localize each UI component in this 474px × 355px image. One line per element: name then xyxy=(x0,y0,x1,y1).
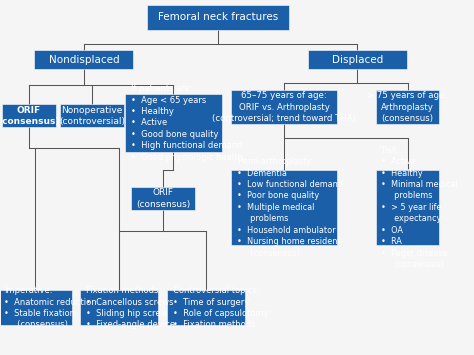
Text: ORIF
(consensus): ORIF (consensus) xyxy=(0,106,59,126)
Text: THA:
•  Active
•  Healthy
•  Minimal medical
     problems
•  > 5 year life
    : THA: • Active • Healthy • Minimal medica… xyxy=(382,146,458,269)
FancyBboxPatch shape xyxy=(231,90,337,124)
FancyBboxPatch shape xyxy=(1,104,56,127)
Text: Femoral neck fractures: Femoral neck fractures xyxy=(158,12,278,22)
FancyBboxPatch shape xyxy=(80,290,158,326)
FancyBboxPatch shape xyxy=(147,5,289,29)
Text: Controversial topics:
•  Time of surgery
•  Role of capsulotomy
•  Fixation meth: Controversial topics: • Time of surgery … xyxy=(173,286,269,329)
Text: Hemi-arthroplasty:
•  Dementia
•  Low functional demand
•  Poor bone quality
•  : Hemi-arthroplasty: • Dementia • Low func… xyxy=(237,157,343,258)
Text: Nonoperative
(controversial): Nonoperative (controversial) xyxy=(59,106,125,126)
Text: 65–75 years of age:
ORIF vs. Arthroplasty
(controversial; trend toward THA): 65–75 years of age: ORIF vs. Arthroplast… xyxy=(212,91,356,123)
FancyBboxPatch shape xyxy=(231,170,337,245)
Text: ORIF
(consensus): ORIF (consensus) xyxy=(136,189,190,209)
FancyBboxPatch shape xyxy=(0,290,72,326)
FancyBboxPatch shape xyxy=(125,94,222,152)
FancyBboxPatch shape xyxy=(376,170,439,245)
FancyBboxPatch shape xyxy=(131,187,195,210)
FancyBboxPatch shape xyxy=(167,290,245,326)
Text: Imperative:
•  Anatomic reduction
•  Stable fixation
     (consensus): Imperative: • Anatomic reduction • Stabl… xyxy=(4,286,97,329)
FancyBboxPatch shape xyxy=(60,104,124,127)
FancyBboxPatch shape xyxy=(308,50,407,69)
FancyBboxPatch shape xyxy=(376,90,439,124)
Text: If patients are:
•  Age < 65 years
•  Healthy
•  Active
•  Good bone quality
•  : If patients are: • Age < 65 years • Heal… xyxy=(131,84,243,162)
Text: Fixation methods:
•  Cancellous screws
•  Sliding hip screw
•  Fixed-angle devic: Fixation methods: • Cancellous screws • … xyxy=(86,286,175,329)
Text: > 75 years of age:
Arthroplasty
(consensus): > 75 years of age: Arthroplasty (consens… xyxy=(367,91,448,123)
Text: Nondisplaced: Nondisplaced xyxy=(48,55,119,65)
Text: Displaced: Displaced xyxy=(331,55,383,65)
FancyBboxPatch shape xyxy=(35,50,133,69)
